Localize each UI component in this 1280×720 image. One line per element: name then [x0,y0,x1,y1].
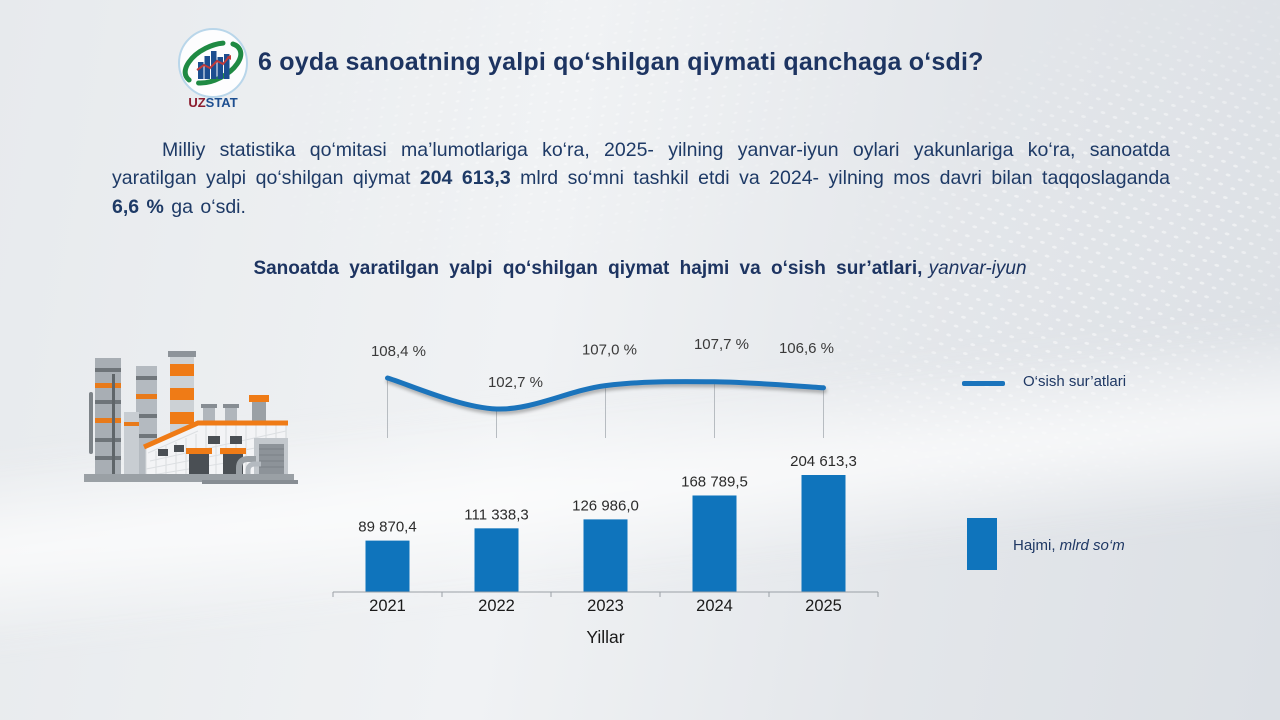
logo-text-uz: UZ [188,95,205,110]
x-tick-label-2025: 2025 [805,597,842,615]
bar-value-label-2025: 204 613,3 [790,453,857,470]
bar-value-label-2021: 89 870,4 [358,519,416,536]
bar-2025 [801,475,846,592]
bar-value-label-2024: 168 789,5 [681,473,748,490]
chart-canvas: 108,4 % 102,7 % 107,0 % 107,7 % 106,6 % 89 87… [332,336,879,647]
intro-paragraph: Milliy statistika qo‘mitasi ma’lumotlari… [112,136,1170,221]
line-value-label-2022: 102,7 % [488,374,543,391]
bar-2024 [692,495,737,592]
legend-bar-label: Hajmi, mlrd so‘m [1013,537,1125,554]
bar-2022 [474,528,519,592]
growth-line [385,375,826,412]
line-value-label-2023: 107,0 % [582,342,637,359]
chart-title-period: yanvar-iyun [922,258,1027,279]
intro-text-before: Milliy statistika qo‘mitasi ma’lumotlari… [112,139,1170,190]
intro-text-after: ga o‘sdi. [163,195,246,218]
bar-value-label-2023: 126 986,0 [572,497,639,514]
logo-text-stat: STAT [206,95,238,110]
line-value-label-2024: 107,7 % [694,336,749,353]
x-tick-label-2023: 2023 [587,597,624,615]
x-axis-title: Yillar [586,627,624,647]
x-tick-label-2024: 2024 [696,597,733,615]
intro-text-middle: mlrd so‘mni tashkil etdi va 2024- yilnin… [510,167,1171,190]
combo-chart: 108,4 % 102,7 % 107,0 % 107,7 % 106,6 % 89 87… [330,330,890,660]
bar-2023 [583,519,628,592]
chart-title: Sanoatda yaratilgan yalpi qo‘shilgan qiy… [0,258,1280,280]
page-title: 6 oyda sanoatning yalpi qo‘shilgan qiyma… [258,48,984,76]
legend-bar-text: Hajmi, [1013,537,1056,554]
bar-value-label-2022: 111 338,3 [464,506,529,523]
chart-title-main: Sanoatda yaratilgan yalpi qo‘shilgan qiy… [253,258,923,279]
legend-bar-swatch [967,518,997,570]
x-tick-label-2021: 2021 [369,597,406,615]
legend-line-label: O‘sish sur’atlari [1023,373,1127,390]
legend-line-swatch [962,381,1005,386]
x-tick-label-2022: 2022 [478,597,515,615]
legend-bar-unit: mlrd so‘m [1055,537,1125,554]
svg-text:UZSTAT: UZSTAT [188,95,237,110]
uzstat-logo-icon: UZSTAT [178,28,248,110]
uzstat-logo: UZSTAT [174,26,252,117]
factory-illustration [82,350,300,491]
bar-2021 [365,540,410,592]
line-value-label-2025: 106,6 % [779,340,834,357]
intro-bold-percent: 6,6 % [112,195,164,218]
intro-bold-value: 204 613,3 [419,167,511,190]
line-value-label-2021: 108,4 % [371,343,426,360]
